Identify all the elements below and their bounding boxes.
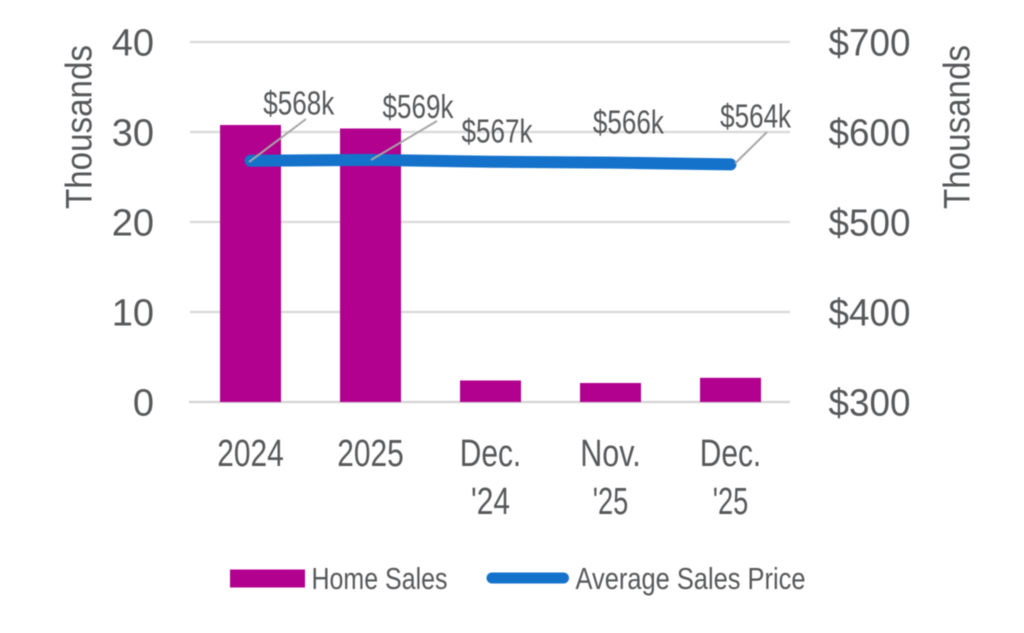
svg-text:10: 10 xyxy=(112,293,154,335)
svg-text:'25: '25 xyxy=(593,481,629,523)
svg-text:Thousands: Thousands xyxy=(937,45,978,209)
svg-text:$566k: $566k xyxy=(593,105,664,142)
svg-text:$400: $400 xyxy=(829,293,911,335)
svg-text:$600: $600 xyxy=(829,113,911,155)
svg-text:$500: $500 xyxy=(829,203,911,245)
svg-text:Nov.: Nov. xyxy=(580,433,641,475)
svg-text:$700: $700 xyxy=(829,23,911,65)
svg-text:$569k: $569k xyxy=(383,89,454,126)
svg-text:$567k: $567k xyxy=(462,114,533,151)
svg-text:'25: '25 xyxy=(713,481,749,523)
svg-text:Dec.: Dec. xyxy=(460,433,522,475)
svg-text:40: 40 xyxy=(112,23,154,65)
svg-text:2025: 2025 xyxy=(337,433,404,475)
svg-text:$300: $300 xyxy=(829,383,911,425)
svg-text:$568k: $568k xyxy=(263,86,334,123)
svg-text:Average Sales Price: Average Sales Price xyxy=(576,561,806,596)
svg-text:2024: 2024 xyxy=(217,433,284,475)
svg-text:'24: '24 xyxy=(471,481,510,523)
svg-text:Home Sales: Home Sales xyxy=(312,561,448,596)
svg-text:20: 20 xyxy=(112,203,154,245)
svg-text:Thousands: Thousands xyxy=(59,45,100,209)
svg-text:$564k: $564k xyxy=(720,99,791,136)
svg-text:Dec.: Dec. xyxy=(700,433,762,475)
svg-text:0: 0 xyxy=(133,383,154,425)
svg-text:30: 30 xyxy=(112,113,154,155)
